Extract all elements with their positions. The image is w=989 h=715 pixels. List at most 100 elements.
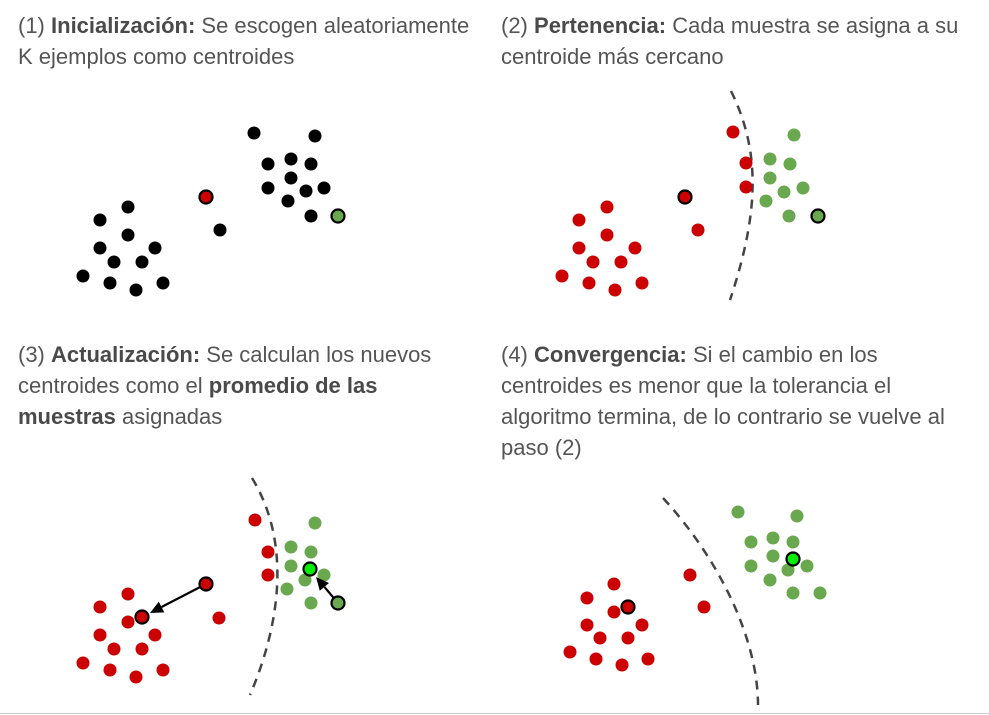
data-point [284, 152, 298, 166]
red-point [580, 591, 594, 605]
initialization-scatter [76, 126, 346, 297]
red-point [93, 628, 107, 642]
red-point [697, 600, 711, 614]
panel-4-number: (4) [501, 342, 528, 367]
red-point [586, 255, 600, 269]
green-point [317, 568, 331, 582]
red-point [607, 605, 621, 619]
green-point [298, 573, 312, 587]
panel-3-description: (3) Actualización: Se calculan los nuevo… [18, 339, 478, 432]
data-point [103, 276, 117, 290]
data-point [261, 181, 275, 195]
red-point [248, 513, 262, 527]
red-point [607, 577, 621, 591]
green-point [304, 596, 318, 610]
data-point [93, 241, 107, 255]
green-point [796, 181, 810, 195]
centroid-move-arrow-head [316, 577, 329, 591]
panel-2-description: (2) Pertenencia: Cada muestra se asigna … [501, 10, 971, 72]
old-green-centroid [330, 595, 346, 611]
red-point [726, 125, 740, 139]
red-point [641, 652, 655, 666]
data-point [304, 157, 318, 171]
red-point [615, 658, 629, 672]
green-centroid [330, 208, 346, 224]
update-scatter [76, 477, 346, 696]
red-point [572, 241, 586, 255]
green-centroid [785, 551, 801, 567]
green-point [781, 563, 795, 577]
data-point [121, 228, 135, 242]
data-point [317, 181, 331, 195]
centroid-move-arrow-shaft [161, 583, 207, 608]
red-point [107, 642, 121, 656]
panel-3-text-after: asignadas [121, 404, 223, 429]
panel-3-number: (3) [18, 342, 45, 367]
green-point [813, 586, 827, 600]
red-point [580, 618, 594, 632]
panel-3-title: Actualización: [51, 342, 201, 367]
panel-1-title: Inicialización: [51, 13, 196, 38]
panel-4-text: Si el cambio en los centroides es menor … [501, 342, 945, 460]
red-point [212, 611, 226, 625]
green-point [763, 171, 777, 185]
red-centroid [677, 189, 693, 205]
red-point [600, 228, 614, 242]
membership-scatter [555, 90, 826, 301]
panel-2-title: Pertenencia: [534, 13, 667, 38]
panel-2-number: (2) [501, 13, 528, 38]
data-point [135, 255, 149, 269]
data-point [121, 200, 135, 214]
green-point [786, 586, 800, 600]
red-point [608, 283, 622, 297]
green-point [766, 531, 780, 545]
data-point [148, 241, 162, 255]
red-point [563, 645, 577, 659]
red-point [76, 656, 90, 670]
green-point [800, 559, 814, 573]
panel-3-text-before: Se calculan los nuevos centroides como e… [18, 342, 432, 398]
red-point [121, 587, 135, 601]
red-point [129, 670, 143, 684]
green-point [280, 582, 294, 596]
red-point [614, 255, 628, 269]
convergence-scatter [563, 497, 827, 706]
data-point [284, 171, 298, 185]
data-point [213, 223, 227, 237]
red-point [103, 663, 117, 677]
data-point [281, 194, 295, 208]
green-point [759, 194, 773, 208]
new-red-centroid [134, 609, 150, 625]
new-green-centroid [302, 561, 318, 577]
red-point [148, 628, 162, 642]
red-point [572, 213, 586, 227]
data-point [308, 129, 322, 143]
data-point [93, 213, 107, 227]
data-point [156, 276, 170, 290]
data-point [76, 269, 90, 283]
decision-boundary [728, 90, 754, 301]
red-point [582, 276, 596, 290]
old-red-centroid [198, 576, 214, 592]
red-centroid [198, 189, 214, 205]
panel-2-text: Cada muestra se asigna a su centroide má… [501, 13, 959, 69]
red-point [691, 223, 705, 237]
red-point [135, 642, 149, 656]
green-point [766, 549, 780, 563]
red-point [261, 568, 275, 582]
red-point [739, 156, 753, 170]
green-point [763, 573, 777, 587]
decision-boundary [662, 497, 760, 706]
red-point [261, 545, 275, 559]
green-point [786, 535, 800, 549]
green-point [782, 209, 796, 223]
green-point [284, 559, 298, 573]
green-centroid [810, 208, 826, 224]
data-point [261, 157, 275, 171]
red-centroid [620, 599, 636, 615]
panel-1-description: (1) Inicialización: Se escogen aleatoria… [18, 10, 478, 72]
red-point [589, 652, 603, 666]
data-point [129, 283, 143, 297]
red-point [739, 180, 753, 194]
red-point [635, 276, 649, 290]
